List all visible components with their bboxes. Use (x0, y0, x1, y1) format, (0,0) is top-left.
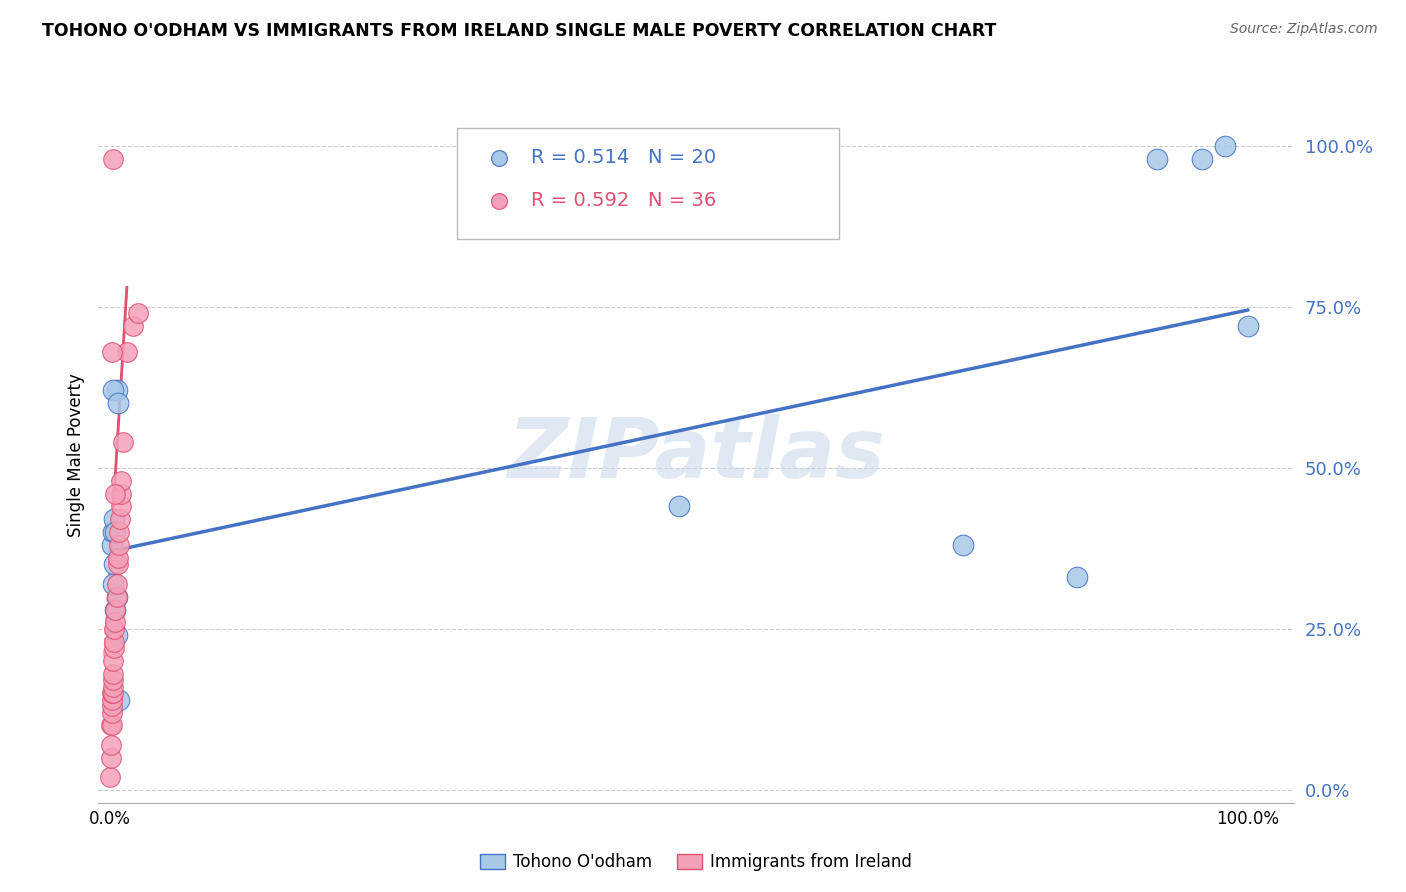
Point (103, 654, 125, 668)
Point (101, 706, 124, 720)
Point (479, 186, 502, 200)
Point (110, 500, 132, 514)
Point (104, 486, 127, 500)
Point (105, 590, 128, 604)
Point (103, 512, 125, 526)
Point (479, 226, 502, 240)
Point (103, 673, 125, 688)
Point (110, 474, 132, 488)
Point (1146, 152, 1168, 166)
Point (103, 634, 125, 648)
Point (101, 692, 124, 706)
Point (103, 686, 125, 700)
Point (127, 306, 149, 320)
Point (104, 615, 127, 630)
FancyBboxPatch shape (457, 128, 839, 239)
Point (104, 602, 127, 616)
Point (101, 686, 124, 700)
Point (103, 667, 125, 681)
Point (103, 152, 125, 166)
Point (100, 718, 122, 732)
Point (105, 576, 128, 591)
Point (1066, 570, 1088, 584)
Point (101, 344, 124, 359)
Y-axis label: Single Male Poverty: Single Male Poverty (66, 373, 84, 537)
Point (103, 525, 125, 540)
Point (952, 538, 974, 552)
Point (103, 680, 125, 694)
Point (101, 699, 124, 714)
Point (115, 344, 138, 359)
Point (108, 512, 131, 526)
Point (108, 692, 131, 706)
Point (105, 628, 128, 642)
Point (101, 718, 124, 732)
Point (103, 622, 125, 636)
Text: ZIPatlas: ZIPatlas (508, 415, 884, 495)
Point (100, 750, 122, 764)
Point (104, 602, 127, 616)
Point (121, 319, 143, 334)
Point (103, 384, 125, 398)
Point (108, 525, 131, 540)
Text: R = 0.592   N = 36: R = 0.592 N = 36 (531, 192, 716, 211)
Point (98, 770, 121, 784)
Point (100, 738, 122, 752)
Point (1213, 138, 1236, 153)
Point (1237, 319, 1260, 334)
Point (110, 486, 132, 500)
Point (112, 435, 135, 450)
Text: Source: ZipAtlas.com: Source: ZipAtlas.com (1230, 22, 1378, 37)
Point (105, 384, 128, 398)
Point (107, 558, 129, 572)
Point (101, 538, 124, 552)
Point (104, 525, 127, 540)
Point (103, 641, 125, 656)
Text: R = 0.514   N = 20: R = 0.514 N = 20 (531, 148, 716, 168)
Point (107, 551, 129, 566)
Point (105, 590, 128, 604)
Point (108, 538, 131, 552)
Point (1191, 152, 1213, 166)
Point (668, 500, 690, 514)
Point (103, 558, 125, 572)
Point (103, 576, 125, 591)
Text: TOHONO O'ODHAM VS IMMIGRANTS FROM IRELAND SINGLE MALE POVERTY CORRELATION CHART: TOHONO O'ODHAM VS IMMIGRANTS FROM IRELAN… (42, 22, 997, 40)
Legend: Tohono O'odham, Immigrants from Ireland: Tohono O'odham, Immigrants from Ireland (472, 847, 920, 878)
Point (107, 396, 129, 410)
